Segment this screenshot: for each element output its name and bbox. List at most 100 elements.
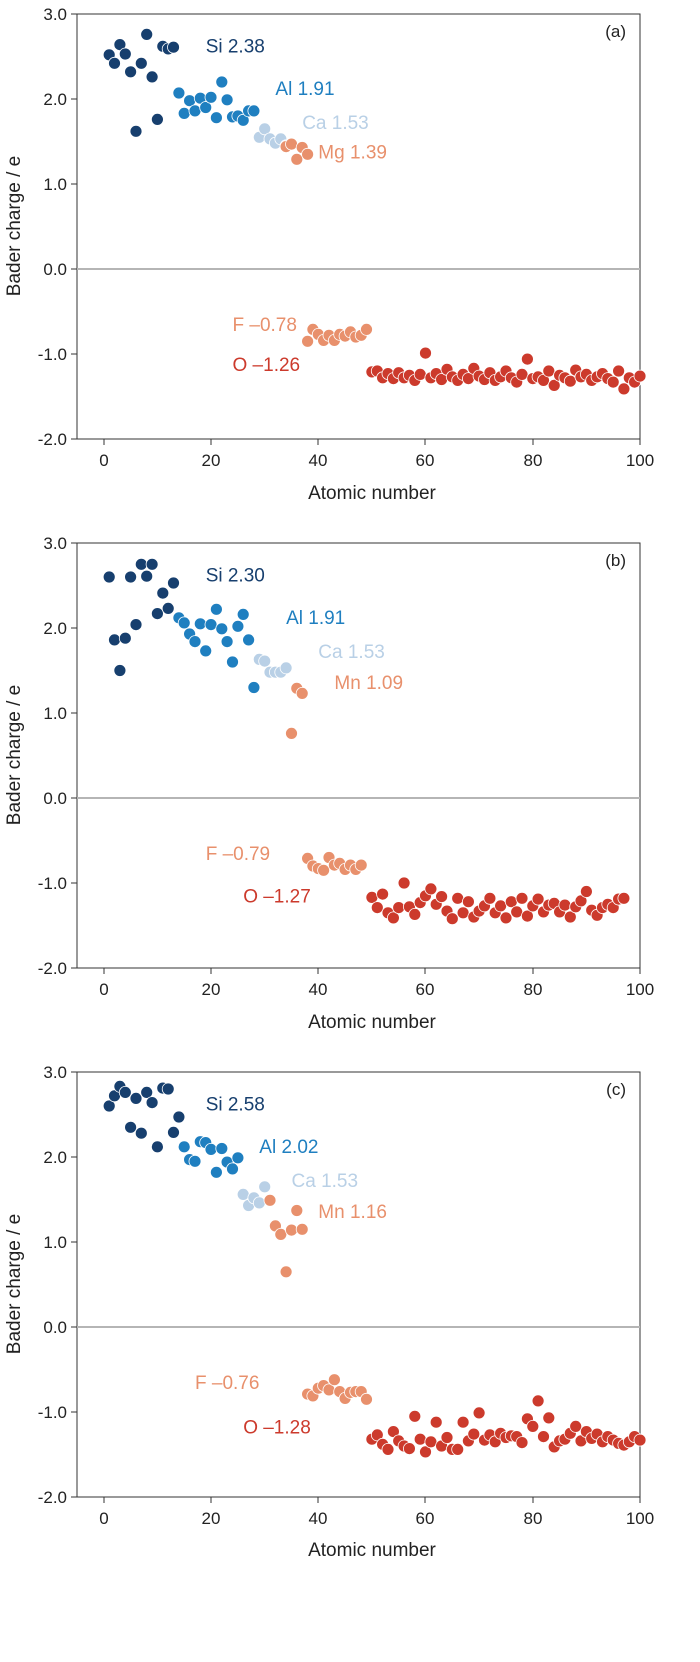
point-si: [145, 70, 159, 84]
point-si: [156, 586, 170, 600]
point-si: [134, 1126, 148, 1140]
ytick-label: -1.0: [38, 874, 67, 893]
point-ca: [236, 1187, 250, 1201]
ytick-label: 2.0: [43, 1148, 67, 1167]
point-mn: [285, 1223, 298, 1237]
point-o: [606, 375, 620, 389]
point-o: [521, 352, 534, 366]
xtick-label: 100: [626, 451, 654, 470]
point-al: [220, 635, 234, 648]
xtick-label: 80: [524, 1509, 543, 1528]
xtick-label: 100: [626, 980, 654, 999]
ytick-label: -1.0: [38, 345, 67, 364]
point-al: [242, 633, 256, 647]
point-al: [204, 1143, 218, 1156]
ytick-label: 3.0: [43, 1063, 67, 1082]
xtick-label: 60: [416, 980, 435, 999]
point-si: [113, 664, 127, 677]
point-al: [236, 608, 250, 621]
point-al: [215, 75, 229, 89]
annotation-si: Si 2.58: [206, 1094, 265, 1115]
annotation-al: Al 1.91: [275, 79, 334, 100]
point-al: [226, 1162, 239, 1176]
point-o: [515, 367, 529, 381]
point-si: [134, 56, 148, 70]
point-o: [456, 1415, 470, 1429]
y-axis-label-c: Bader charge / e: [4, 1214, 25, 1354]
point-al: [226, 655, 239, 669]
point-si: [124, 570, 138, 584]
point-o: [510, 905, 524, 919]
point-f: [360, 1392, 373, 1406]
annotation-f: F –0.78: [233, 315, 297, 336]
annotation-si: Si 2.30: [206, 565, 265, 586]
annotation-f: F –0.76: [195, 1373, 259, 1394]
point-al: [188, 104, 202, 118]
xtick-label: 20: [202, 451, 221, 470]
ytick-label: -2.0: [38, 959, 67, 978]
point-si: [140, 28, 154, 41]
ytick-label: 0.0: [43, 789, 67, 808]
point-o: [547, 378, 561, 392]
ytick-label: 3.0: [43, 534, 67, 553]
point-o: [472, 1406, 486, 1420]
ytick-label: -2.0: [38, 1488, 67, 1507]
point-o: [558, 898, 572, 912]
xtick-label: 20: [202, 980, 221, 999]
xtick-label: 60: [416, 451, 435, 470]
annotation-m: Mn 1.16: [318, 1202, 387, 1223]
point-si: [124, 65, 138, 79]
point-f: [327, 1373, 341, 1387]
ytick-label: 1.0: [43, 175, 67, 194]
annotations-c: Si 2.58 Al 2.02 Ca 1.53 Mn 1.16 F –0.76 O –1.…: [195, 1094, 387, 1438]
points-a: [102, 28, 647, 396]
point-mn: [295, 686, 309, 700]
point-si: [102, 1099, 116, 1113]
point-o: [617, 382, 631, 396]
xtick-label: 20: [202, 1509, 221, 1528]
point-al: [215, 1142, 229, 1155]
annotation-ca: Ca 1.53: [292, 1171, 359, 1192]
point-al: [177, 1140, 191, 1154]
point-o: [537, 1430, 550, 1444]
ytick-label: -1.0: [38, 1403, 67, 1422]
point-si: [167, 1126, 180, 1139]
point-al: [209, 1165, 223, 1179]
point-mg: [285, 137, 298, 151]
ytick-label: 0.0: [43, 260, 67, 279]
y-axis-label-a: Bader charge / e: [4, 156, 25, 296]
xtick-label: 80: [524, 980, 543, 999]
x-axis-label-a: Atomic number: [308, 483, 436, 504]
annotation-o: O –1.28: [243, 1417, 311, 1438]
annotation-ca: Ca 1.53: [318, 642, 385, 663]
point-o: [392, 901, 406, 915]
panel-label-b: (b): [605, 551, 626, 570]
point-al: [231, 619, 245, 633]
point-o: [408, 907, 422, 921]
plot-frame-c: [76, 1071, 641, 1498]
point-si: [129, 1092, 143, 1105]
annotation-m: Mn 1.09: [334, 673, 403, 694]
annotation-f: F –0.79: [206, 844, 270, 865]
point-mn: [290, 1204, 304, 1217]
point-o: [569, 1419, 583, 1433]
point-si: [118, 1086, 132, 1099]
point-o: [408, 1409, 422, 1423]
point-o: [429, 1415, 443, 1429]
point-o: [531, 1394, 545, 1408]
y-axis-label-b: Bader charge / e: [4, 685, 25, 825]
panel-c: (c) Bader charge / e Atomic number Atomi…: [4, 1063, 654, 1561]
point-al: [209, 111, 223, 125]
points-b: [102, 557, 631, 926]
point-al: [247, 104, 261, 118]
point-mn: [279, 1265, 293, 1279]
point-o: [413, 367, 427, 381]
xtick-label: 40: [309, 451, 328, 470]
point-o: [370, 901, 384, 915]
point-f: [301, 334, 315, 348]
xtick-label: 40: [309, 1509, 328, 1528]
point-mg: [301, 147, 315, 161]
point-al: [177, 616, 191, 630]
plot-frame-a: [76, 13, 641, 440]
